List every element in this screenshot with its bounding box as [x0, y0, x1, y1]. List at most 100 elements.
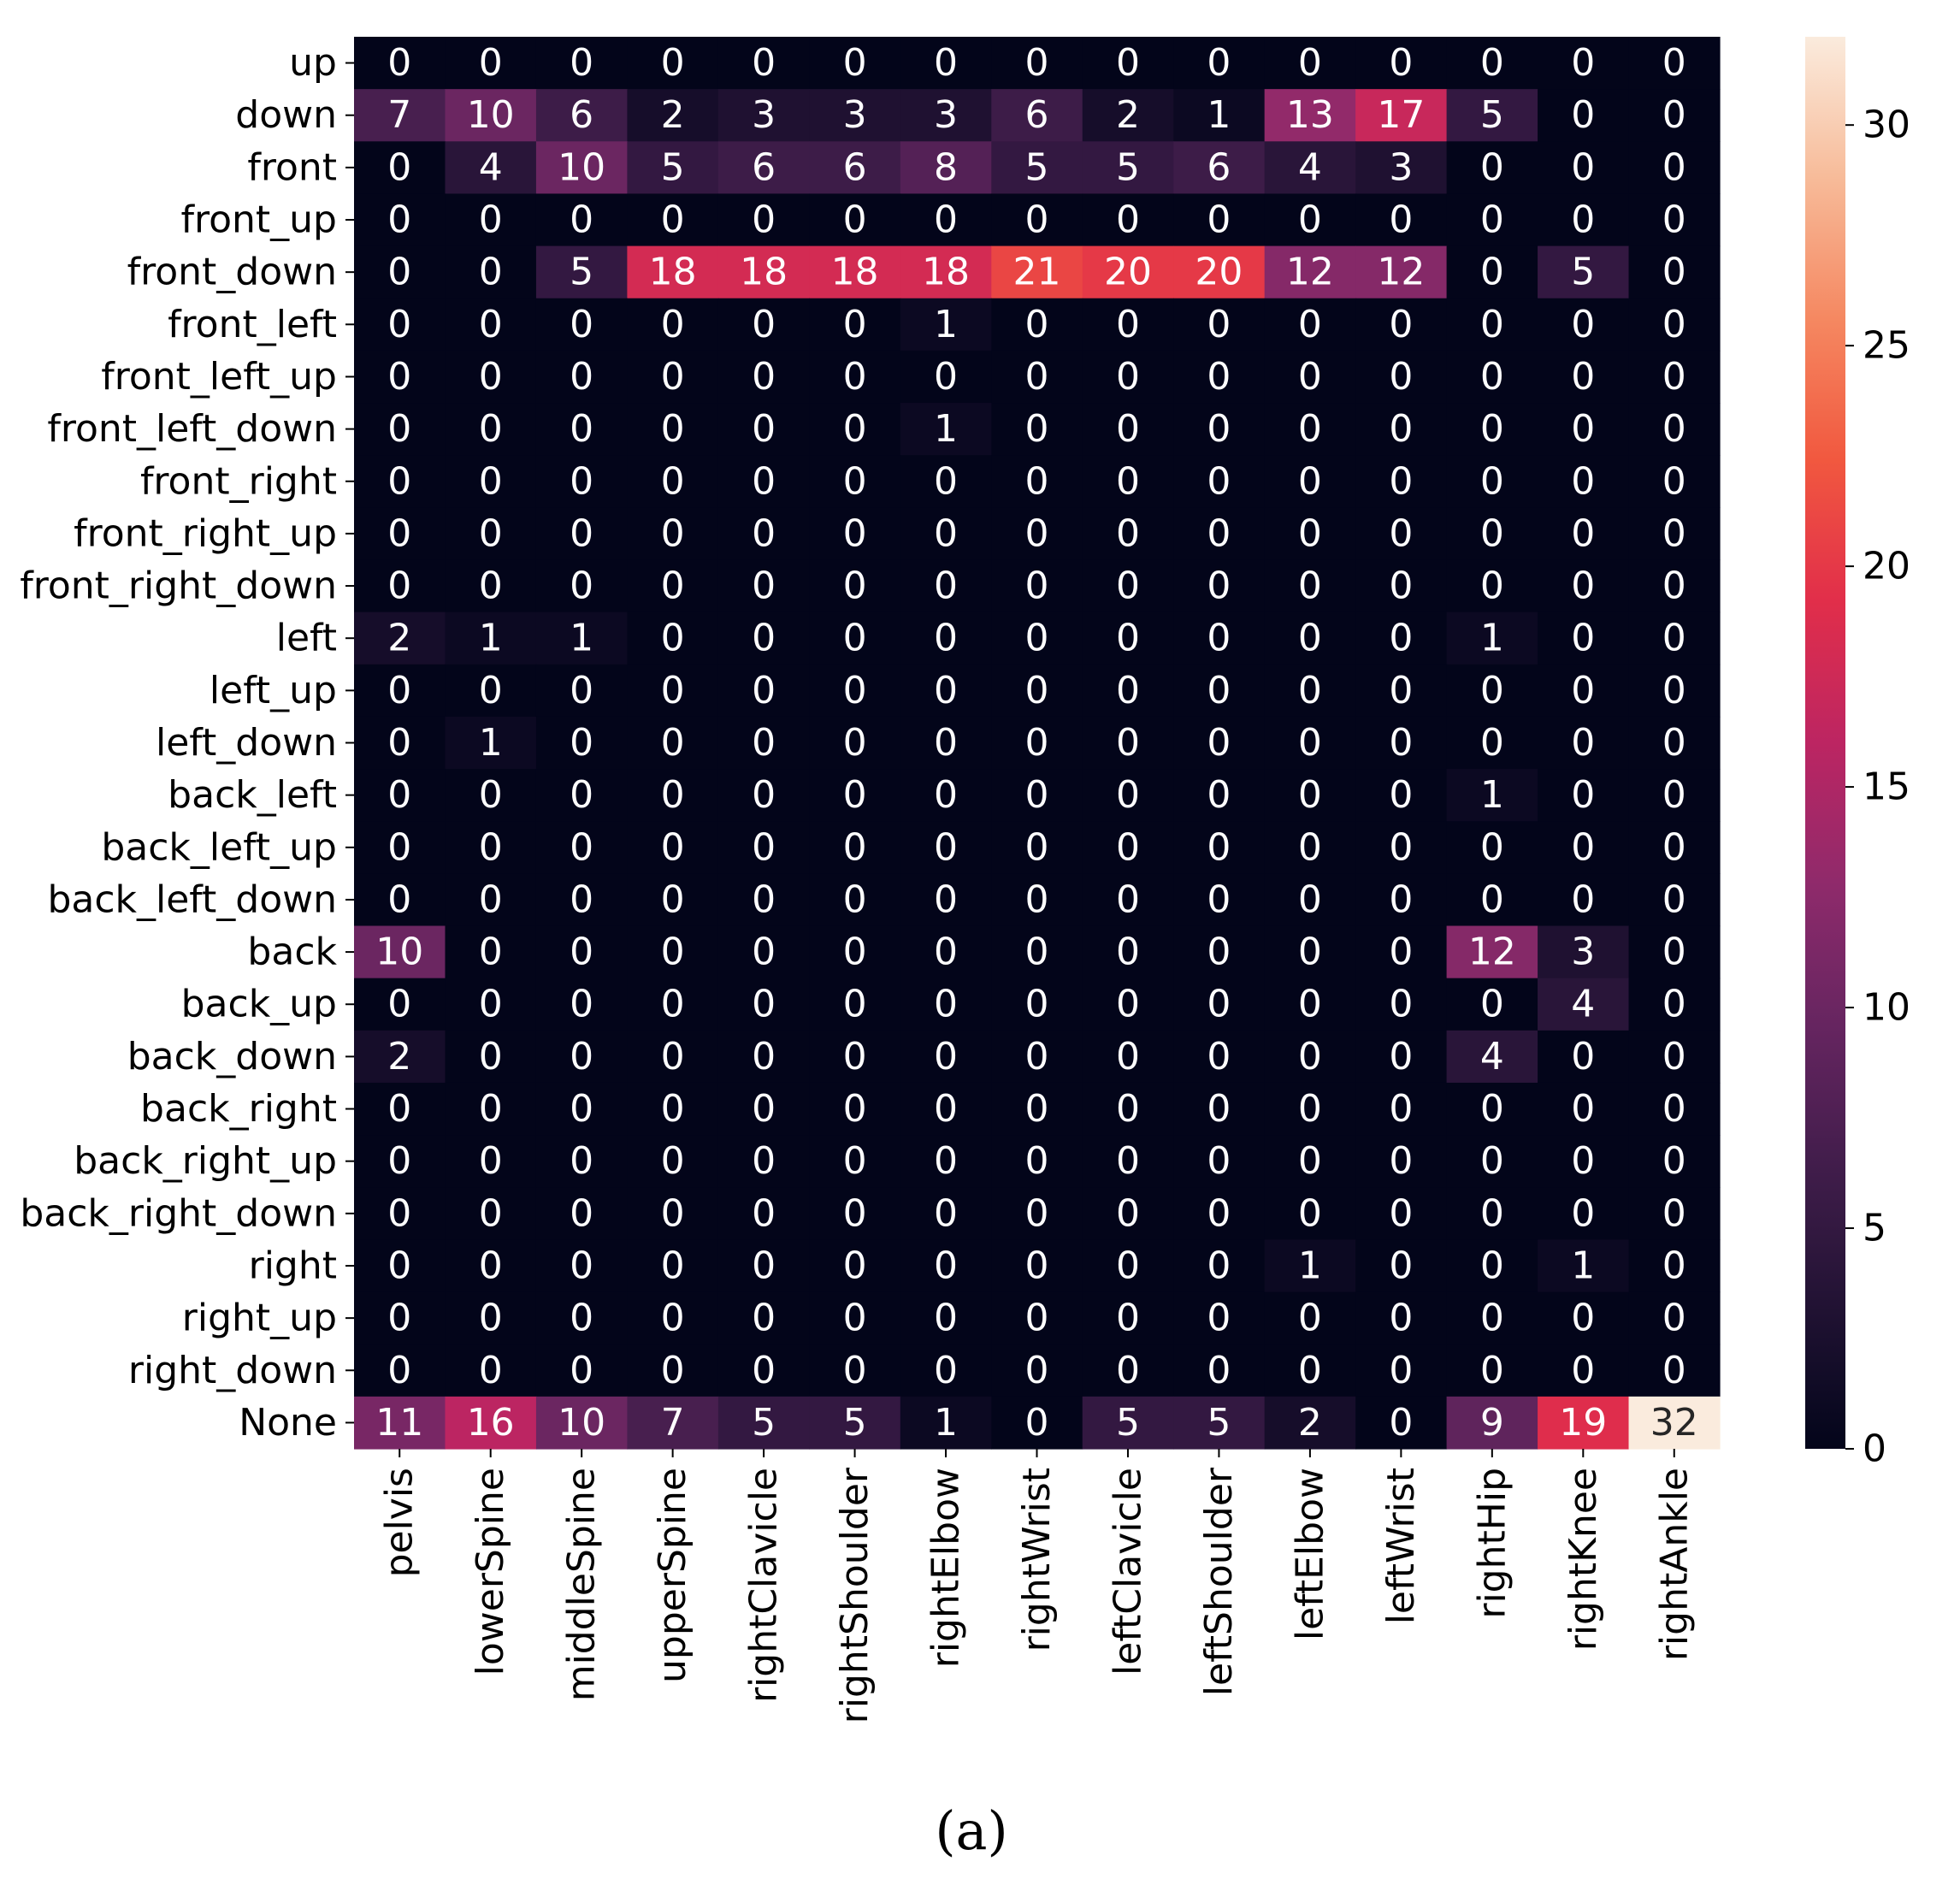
- heatmap-cell: [1538, 455, 1630, 508]
- heatmap-cell: [1264, 1030, 1356, 1084]
- cell-value-label: 0: [1116, 721, 1140, 765]
- cell-value-label: 5: [661, 145, 685, 189]
- heatmap-cell: [535, 455, 628, 508]
- heatmap-cell: [445, 1187, 537, 1241]
- colorbar-tick-label: 25: [1863, 324, 1910, 368]
- cell-value-label: 6: [1025, 93, 1049, 137]
- cell-value-label: 0: [1025, 1087, 1049, 1131]
- cell-value-label: 3: [934, 93, 958, 137]
- heatmap-cell: [354, 716, 446, 770]
- cell-value-label: 0: [934, 877, 958, 921]
- heatmap-cell: [1628, 245, 1721, 299]
- heatmap-cell: [717, 507, 810, 561]
- heatmap-cell: [809, 716, 901, 770]
- cell-value-label: 0: [1116, 1244, 1140, 1287]
- cell-value-label: 0: [1389, 41, 1413, 85]
- heatmap-cell: [1173, 193, 1266, 247]
- cell-value-label: 4: [1480, 1035, 1504, 1078]
- cell-value-label: 7: [387, 93, 411, 137]
- heatmap-cell: [1538, 1082, 1630, 1136]
- heatmap-cell: [535, 350, 628, 404]
- cell-value-label: 0: [843, 1191, 867, 1235]
- cell-value-label: 0: [1480, 877, 1504, 921]
- cell-value-label: 0: [1480, 459, 1504, 503]
- cell-value-label: 0: [1025, 41, 1049, 85]
- heatmap-cell: [1082, 350, 1174, 404]
- cell-value-label: 0: [479, 355, 503, 399]
- heatmap-cell: [900, 1187, 992, 1241]
- heatmap-cell: [354, 925, 446, 979]
- cell-value-label: 0: [1207, 825, 1231, 869]
- cell-value-label: 0: [661, 407, 685, 451]
- heatmap-cell: [1628, 1291, 1721, 1345]
- heatmap-cell: [1173, 455, 1266, 508]
- cell-value-label: 0: [1662, 773, 1686, 817]
- heatmap-cell: [1355, 612, 1448, 665]
- heatmap-cell: [445, 455, 537, 508]
- heatmap-cell: [1446, 37, 1538, 90]
- heatmap-cell: [1082, 821, 1174, 874]
- heatmap-cell: [1082, 455, 1174, 508]
- cell-value-label: 0: [1298, 825, 1322, 869]
- cell-value-label: 18: [922, 251, 970, 294]
- heatmap-cell: [1446, 716, 1538, 770]
- cell-value-label: 0: [1480, 511, 1504, 555]
- heatmap-cell: [1628, 193, 1721, 247]
- cell-value-label: 0: [1389, 1191, 1413, 1235]
- heatmap-cell: [809, 141, 901, 195]
- y-tick-label: back_left: [168, 773, 337, 817]
- cell-value-label: 3: [752, 93, 776, 137]
- cell-value-label: 11: [375, 1401, 423, 1445]
- heatmap-cell: [1446, 1239, 1538, 1293]
- cell-value-label: 20: [1104, 251, 1152, 294]
- cell-value-label: 0: [752, 355, 776, 399]
- cell-value-label: 0: [1207, 773, 1231, 817]
- y-tick-label: back_right: [140, 1087, 337, 1131]
- heatmap-cell: [1538, 1291, 1630, 1345]
- cell-value-label: 0: [1207, 407, 1231, 451]
- heatmap-cell: [354, 1187, 446, 1241]
- heatmap-cell: [1264, 1187, 1356, 1241]
- cell-value-label: 0: [1389, 773, 1413, 817]
- cell-value-label: 0: [479, 669, 503, 712]
- heatmap-cell: [809, 925, 901, 979]
- cell-value-label: 3: [1389, 145, 1413, 189]
- heatmap-cell: [991, 716, 1083, 770]
- cell-value-label: 0: [752, 1191, 776, 1235]
- cell-value-label: 0: [1480, 1349, 1504, 1392]
- heatmap-cell: [717, 37, 810, 90]
- cell-value-label: 0: [1207, 459, 1231, 503]
- cell-value-label: 0: [570, 407, 593, 451]
- cell-value-label: 0: [1025, 303, 1049, 346]
- cell-value-label: 0: [570, 1297, 593, 1340]
- y-tick-label: front_left_down: [47, 407, 337, 451]
- heatmap-cell: [1446, 1187, 1538, 1241]
- heatmap-cell: [900, 141, 992, 195]
- heatmap-cell: [1355, 1030, 1448, 1084]
- heatmap-cell: [354, 769, 446, 822]
- heatmap-cell: [1538, 37, 1630, 90]
- y-tick-label: front_right_down: [20, 564, 337, 608]
- cell-value-label: 0: [1389, 511, 1413, 555]
- heatmap-cell: [1355, 245, 1448, 299]
- heatmap-cell: [1082, 612, 1174, 665]
- cell-value-label: 0: [661, 773, 685, 817]
- cell-value-label: 0: [1389, 1349, 1413, 1392]
- cell-value-label: 0: [1662, 355, 1686, 399]
- heatmap-cell: [535, 716, 628, 770]
- cell-value-label: 0: [934, 1035, 958, 1078]
- heatmap-cell: [1355, 821, 1448, 874]
- heatmap-cell: [809, 455, 901, 508]
- cell-value-label: 0: [387, 1139, 411, 1183]
- cell-value-label: 0: [479, 564, 503, 608]
- heatmap-cell: [627, 350, 719, 404]
- heatmap-cell: [991, 1239, 1083, 1293]
- heatmap-cell: [900, 1030, 992, 1084]
- cell-value-label: 0: [1298, 1035, 1322, 1078]
- heatmap-cell: [627, 873, 719, 927]
- heatmap-cell: [991, 1135, 1083, 1188]
- heatmap-cell: [1355, 298, 1448, 352]
- heatmap-cell: [809, 978, 901, 1031]
- heatmap-cell: [717, 873, 810, 927]
- cell-value-label: 0: [934, 1349, 958, 1392]
